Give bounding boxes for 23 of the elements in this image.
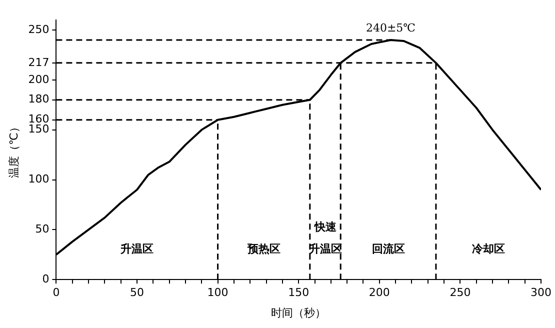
annotation: 快速升温区 — [308, 220, 342, 256]
y-tick-label: 217 — [28, 56, 50, 69]
y-tick-label: 150 — [28, 122, 50, 136]
y-tick-label: 250 — [28, 22, 50, 36]
y-tick-label: 0 — [42, 272, 50, 286]
x-tick-label: 0 — [52, 286, 60, 300]
x-tick-label: 100 — [207, 286, 228, 300]
y-tick-label: 100 — [28, 172, 50, 186]
x-tick-label: 250 — [450, 286, 471, 300]
annotation: 升温区 — [119, 242, 154, 256]
x-tick-label: 50 — [130, 286, 144, 300]
annotation: 预热区 — [246, 242, 280, 256]
y-axis-title: 温度（℃） — [7, 122, 20, 178]
y-tick-label: 180 — [28, 92, 50, 106]
annotation: 冷却区 — [472, 242, 505, 256]
annotation: 240±5℃ — [366, 21, 416, 34]
y-tick-label: 50 — [35, 222, 50, 236]
x-axis-title: 时间（秒） — [271, 306, 326, 320]
x-tick-label: 150 — [288, 286, 310, 300]
x-tick-label: 200 — [368, 286, 390, 300]
x-tick-label: 300 — [530, 286, 552, 300]
y-tick-label: 200 — [28, 72, 50, 86]
annotation: 回流区 — [372, 242, 405, 256]
